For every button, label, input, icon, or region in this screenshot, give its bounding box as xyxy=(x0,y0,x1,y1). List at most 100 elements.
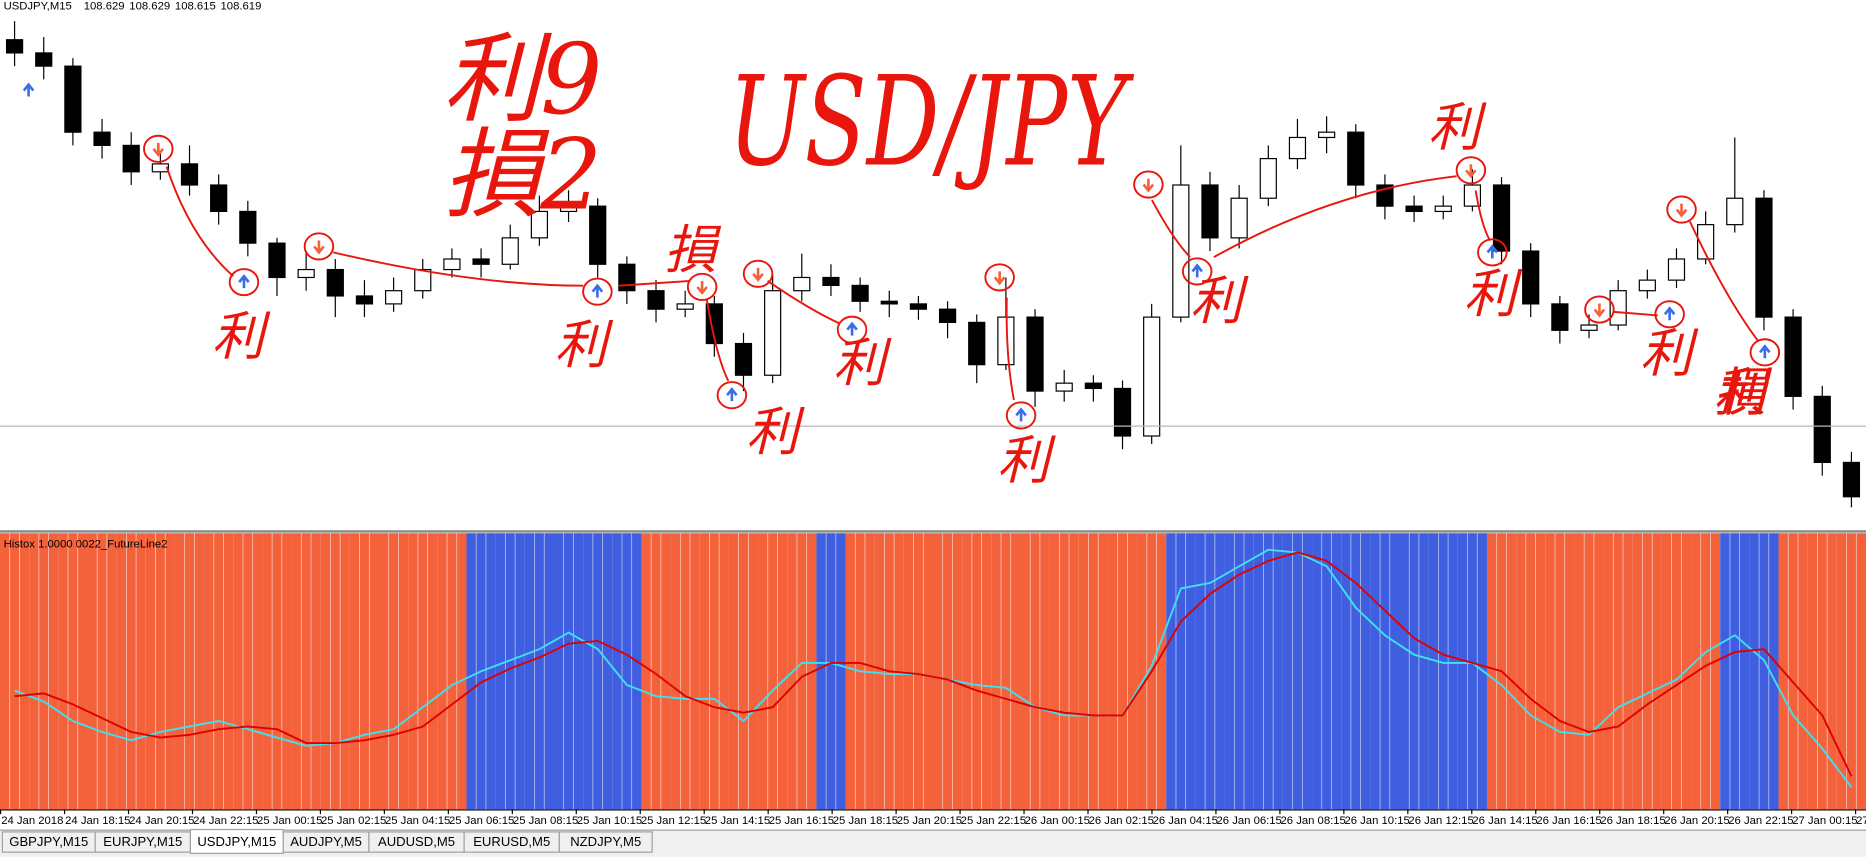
x-tick-label: 26 Jan 10:15 xyxy=(1344,815,1409,827)
candle-body xyxy=(909,303,928,310)
buy-arrow xyxy=(846,321,858,336)
annotation-circle xyxy=(1133,170,1164,199)
x-tick-label: 25 Jan 06:15 xyxy=(449,815,514,827)
histogram-bar xyxy=(349,533,380,810)
histogram-bar xyxy=(408,533,438,810)
candle-body xyxy=(472,258,490,265)
candle-body xyxy=(1288,136,1307,160)
histogram-bar xyxy=(262,533,292,810)
histogram-bar xyxy=(641,533,671,810)
x-tick-label: 25 Jan 18:15 xyxy=(833,815,898,827)
histogram-bar xyxy=(1253,533,1283,810)
candle-body xyxy=(530,210,549,239)
candle-body xyxy=(559,205,578,213)
annotation-mark: 利 xyxy=(997,430,1056,491)
candle-body xyxy=(239,210,257,244)
candle-body xyxy=(326,268,344,297)
histogram-bar xyxy=(58,533,88,810)
buy-arrow xyxy=(1663,306,1676,321)
x-tick-label: 25 Jan 00:15 xyxy=(257,815,322,827)
annotation-mark: 損 xyxy=(1714,363,1772,424)
candle-body xyxy=(1143,316,1161,437)
sell-arrow xyxy=(1142,178,1155,193)
x-tick-label: 26 Jan 18:15 xyxy=(1600,815,1665,827)
tab-label[interactable]: NZDJPY,M5 xyxy=(570,834,641,849)
tab-label[interactable]: AUDUSD,M5 xyxy=(378,834,455,849)
candle-body xyxy=(1055,382,1073,392)
buy-arrow xyxy=(1486,244,1499,259)
tab-label[interactable]: USDJPY,M15 xyxy=(197,834,276,849)
price-chart xyxy=(5,21,1861,508)
x-tick-label: 26 Jan 22:15 xyxy=(1728,815,1793,827)
histogram-bar xyxy=(1107,533,1138,810)
x-tick-label: 26 Jan 16:15 xyxy=(1536,815,1601,827)
candle-body xyxy=(1638,279,1656,292)
histogram-bar xyxy=(1049,533,1079,810)
candle-body xyxy=(443,258,461,271)
histogram-bar xyxy=(933,533,963,810)
histogram-bar xyxy=(699,533,729,810)
annotation-circle xyxy=(143,134,174,163)
annotation-circle xyxy=(1666,195,1697,224)
annotation-stroke xyxy=(767,280,841,325)
histogram-bar xyxy=(291,533,321,810)
x-tick-label: 25 Jan 02:15 xyxy=(321,815,386,827)
x-tick-label: 25 Jan 16:15 xyxy=(769,815,834,827)
tab-label[interactable]: GBPJPY,M15 xyxy=(9,834,88,849)
annotation-mark: 利 xyxy=(1464,264,1523,325)
candle-body xyxy=(1784,316,1802,397)
candle-body xyxy=(355,295,374,305)
annotation-mark: 利 xyxy=(1714,363,1773,424)
histogram-bar xyxy=(1195,533,1225,810)
sell-arrow xyxy=(1465,164,1477,179)
histogram-bar xyxy=(0,533,30,810)
histogram-bar xyxy=(1078,533,1108,810)
candle-body xyxy=(1492,184,1511,252)
symbol: USDJPY,M15 xyxy=(4,1,72,13)
tab-label[interactable]: EURUSD,M5 xyxy=(473,834,550,849)
histogram-bar xyxy=(87,533,117,810)
x-tick-label: 26 Jan 14:15 xyxy=(1472,815,1537,827)
candle-body xyxy=(851,284,869,302)
x-tick-label: 26 Jan 02:15 xyxy=(1089,815,1154,827)
annotation-mark: 損 xyxy=(664,220,722,281)
annotation-stroke xyxy=(1474,190,1491,241)
annotation-circle xyxy=(303,232,335,261)
candle-body xyxy=(1842,461,1861,498)
histogram-bar xyxy=(1020,533,1050,810)
candle-body xyxy=(589,205,607,265)
candle-body xyxy=(1084,382,1102,390)
histogram-bar xyxy=(204,533,234,810)
histogram-bar xyxy=(1282,533,1313,810)
quote-value: 108.629 xyxy=(84,1,125,13)
histogram-bar xyxy=(437,533,467,810)
annotation-stroke xyxy=(1613,310,1658,317)
quote: 108.629 108.629 108.615 108.619 xyxy=(84,1,262,13)
x-tick-label: 26 Jan 20:15 xyxy=(1664,815,1729,827)
annotation-mark: 利 xyxy=(1428,97,1487,158)
tab-label[interactable]: AUDJPY,M5 xyxy=(290,834,362,849)
annotation-stroke xyxy=(705,299,730,382)
histogram-bar xyxy=(1224,533,1254,810)
indicator-panel xyxy=(0,533,1866,810)
annotation-mark: 利 xyxy=(1190,271,1249,332)
annotation-circle xyxy=(1005,401,1037,430)
buy-arrow xyxy=(238,274,250,289)
x-tick-label: 26 Jan 00:15 xyxy=(1025,815,1090,827)
annotation-circle xyxy=(582,277,613,306)
histogram-bar xyxy=(1836,533,1866,810)
candle-body xyxy=(384,290,403,305)
tab[interactable] xyxy=(558,831,653,853)
candle-body xyxy=(5,39,24,54)
annotation-tally: 利9 xyxy=(443,23,603,137)
candle-body xyxy=(1434,205,1452,213)
tab-label[interactable]: EURJPY,M15 xyxy=(103,834,182,849)
indicator-line xyxy=(14,551,1853,777)
x-tick-label: 24 Jan 20:15 xyxy=(129,815,194,827)
x-tick-label: 27 Jan 00:15 xyxy=(1792,815,1857,827)
annotation-circle xyxy=(228,268,260,297)
x-tick-label: 25 Jan 22:15 xyxy=(961,815,1026,827)
histogram-bar xyxy=(1807,533,1837,810)
